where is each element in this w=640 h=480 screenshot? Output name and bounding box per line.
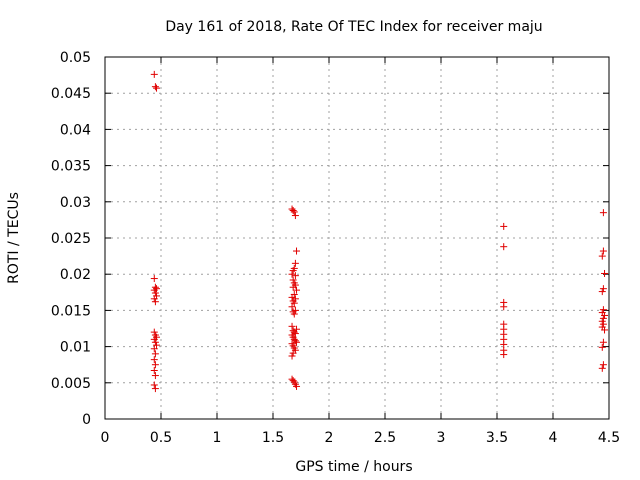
tick-labels: 0 0.005 0.01 0.015 0.02 0.025 0.03 0.035 0.04 0.0… xyxy=(51,50,620,446)
data-point xyxy=(293,247,301,255)
data-point xyxy=(601,269,609,277)
data-point xyxy=(293,286,301,294)
data-point xyxy=(288,293,296,301)
data-point xyxy=(288,352,296,360)
data-point xyxy=(293,382,301,390)
y-tick-label: 0 xyxy=(82,412,91,428)
data-point xyxy=(599,247,607,255)
data-point xyxy=(151,372,159,380)
data-point xyxy=(150,381,158,389)
data-point xyxy=(599,338,607,346)
x-tick-label: 1.5 xyxy=(262,430,284,446)
y-tick-label: 0.025 xyxy=(51,231,91,247)
data-point xyxy=(500,303,508,311)
data-point xyxy=(599,306,607,314)
data-point xyxy=(150,70,158,78)
x-tick-label: 1 xyxy=(213,430,222,446)
data-point xyxy=(293,338,301,346)
data-point xyxy=(291,272,299,280)
data-point xyxy=(291,212,299,220)
axis-ticks xyxy=(104,56,610,420)
data-point xyxy=(290,299,298,307)
data-point xyxy=(599,209,607,217)
data-point xyxy=(601,326,609,334)
x-tick-label: 0.5 xyxy=(150,430,172,446)
x-tick-label: 4.5 xyxy=(598,430,620,446)
data-point xyxy=(599,285,607,293)
x-tick-label: 0 xyxy=(101,430,110,446)
data-point xyxy=(289,283,297,291)
y-tick-label: 0.045 xyxy=(51,86,91,102)
y-tick-label: 0.03 xyxy=(60,195,91,211)
data-point xyxy=(289,276,297,284)
data-point xyxy=(150,295,158,303)
data-point xyxy=(291,259,299,267)
x-axis-label: GPS time / hours xyxy=(295,459,412,475)
data-point xyxy=(598,288,606,296)
data-point xyxy=(288,270,296,278)
data-points xyxy=(150,70,609,393)
x-tick-label: 4 xyxy=(549,430,558,446)
data-point xyxy=(151,361,159,369)
data-point xyxy=(150,328,158,336)
data-point xyxy=(500,351,508,359)
data-point xyxy=(151,350,159,358)
data-point xyxy=(151,83,159,91)
data-point xyxy=(150,275,158,283)
data-point xyxy=(290,310,298,318)
data-point xyxy=(599,361,607,369)
chart-title: Day 161 of 2018, Rate Of TEC Index for r… xyxy=(165,19,542,35)
data-point xyxy=(153,341,161,349)
data-point xyxy=(150,356,158,364)
y-tick-label: 0.02 xyxy=(60,267,91,283)
data-point xyxy=(153,84,161,92)
data-point xyxy=(150,345,158,353)
x-tick-label: 3.5 xyxy=(486,430,508,446)
data-point xyxy=(288,303,296,311)
x-tick-label: 3 xyxy=(437,430,446,446)
data-point xyxy=(289,206,297,214)
data-point xyxy=(151,289,159,297)
data-point xyxy=(289,377,297,385)
y-tick-label: 0.015 xyxy=(51,303,91,319)
y-tick-label: 0.04 xyxy=(60,122,91,138)
y-tick-label: 0.005 xyxy=(51,376,91,392)
x-tick-label: 2 xyxy=(325,430,334,446)
data-point xyxy=(291,337,299,345)
data-point xyxy=(601,311,609,319)
y-tick-label: 0.01 xyxy=(60,340,91,356)
data-point xyxy=(500,222,508,230)
y-tick-label: 0.05 xyxy=(60,50,91,66)
data-point xyxy=(500,243,508,251)
data-point xyxy=(291,330,299,338)
data-point xyxy=(150,366,158,374)
data-point xyxy=(150,335,158,343)
data-point xyxy=(151,385,159,393)
x-tick-label: 2.5 xyxy=(374,430,396,446)
data-point xyxy=(598,343,606,351)
data-point xyxy=(598,364,606,372)
data-point xyxy=(150,286,158,294)
data-point xyxy=(289,267,297,275)
grid-lines xyxy=(105,57,609,419)
data-point xyxy=(151,338,159,346)
data-point xyxy=(289,349,297,357)
data-point xyxy=(290,208,298,216)
data-point xyxy=(151,298,159,306)
y-tick-label: 0.035 xyxy=(51,159,91,175)
data-point xyxy=(598,252,606,260)
data-point xyxy=(599,320,607,328)
y-axis-label: ROTI / TECUs xyxy=(6,192,22,284)
data-point xyxy=(288,322,296,330)
